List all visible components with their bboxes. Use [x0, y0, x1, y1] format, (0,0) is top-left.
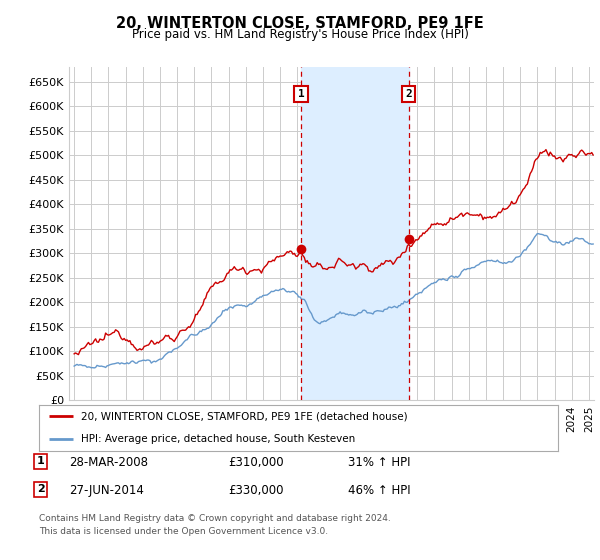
Text: 2: 2: [37, 484, 44, 494]
Text: £310,000: £310,000: [228, 456, 284, 469]
Text: 28-MAR-2008: 28-MAR-2008: [69, 456, 148, 469]
Bar: [301, 67, 409, 400]
Text: 20, WINTERTON CLOSE, STAMFORD, PE9 1FE: 20, WINTERTON CLOSE, STAMFORD, PE9 1FE: [116, 16, 484, 31]
Text: 20, WINTERTON CLOSE, STAMFORD, PE9 1FE (detached house): 20, WINTERTON CLOSE, STAMFORD, PE9 1FE (…: [80, 412, 407, 421]
Text: 1: 1: [298, 89, 305, 99]
Text: 27-JUN-2014: 27-JUN-2014: [69, 484, 144, 497]
Text: 31% ↑ HPI: 31% ↑ HPI: [348, 456, 410, 469]
Text: 46% ↑ HPI: 46% ↑ HPI: [348, 484, 410, 497]
Text: 1: 1: [37, 456, 44, 466]
Text: HPI: Average price, detached house, South Kesteven: HPI: Average price, detached house, Sout…: [80, 435, 355, 444]
Text: Price paid vs. HM Land Registry's House Price Index (HPI): Price paid vs. HM Land Registry's House …: [131, 28, 469, 41]
Text: 2: 2: [405, 89, 412, 99]
Text: Contains HM Land Registry data © Crown copyright and database right 2024.
This d: Contains HM Land Registry data © Crown c…: [39, 514, 391, 535]
Text: £330,000: £330,000: [228, 484, 284, 497]
